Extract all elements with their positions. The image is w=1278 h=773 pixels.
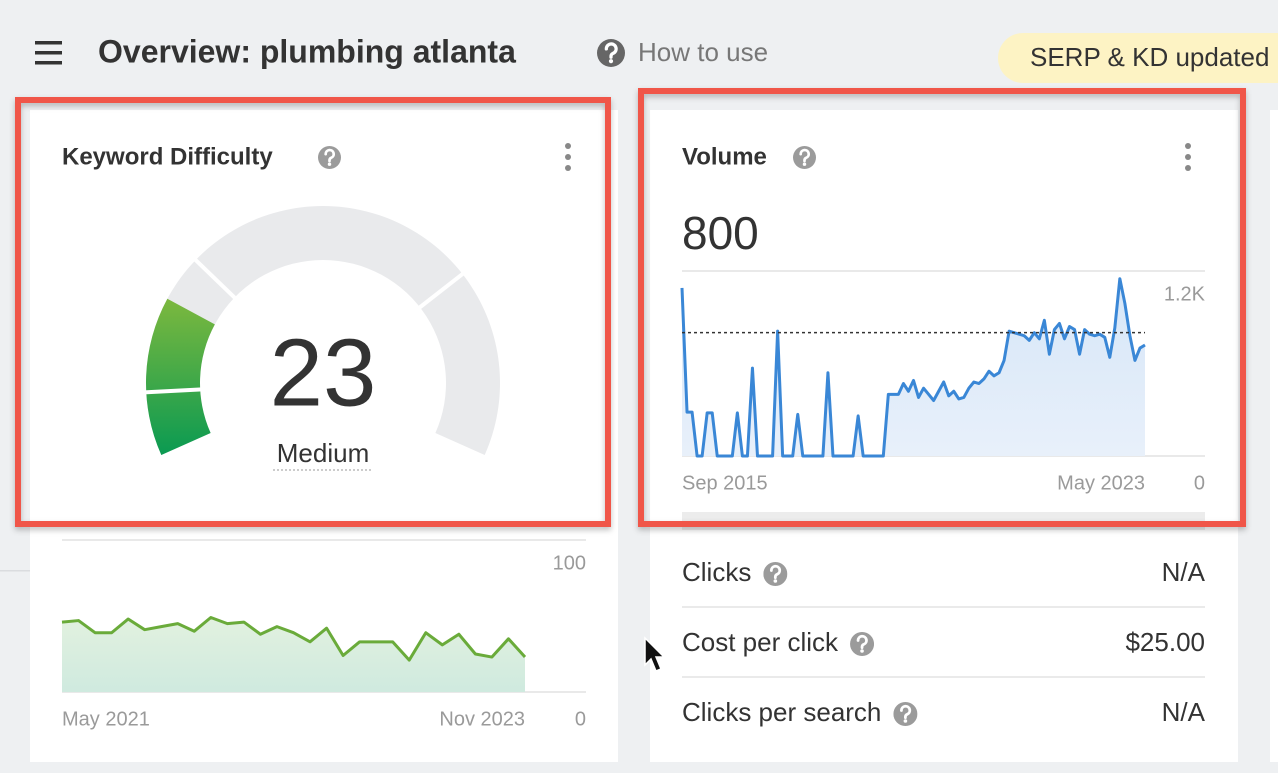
area (682, 278, 1145, 456)
card-title: Volume (682, 143, 767, 170)
gauge-fill (146, 298, 215, 455)
highlight-box (15, 97, 611, 527)
metric-value: N/A (1162, 697, 1206, 727)
metric-label: Clicks per search (682, 697, 881, 727)
metric-value: N/A (1162, 557, 1206, 587)
help-link[interactable]: How to use (638, 37, 768, 67)
help-icon[interactable] (597, 39, 625, 67)
header: Overview: plumbing atlanta How to use SE… (35, 33, 1278, 83)
y-tick-label: 1.2K (1164, 283, 1206, 305)
metric-value: $25.00 (1125, 627, 1205, 657)
badge (998, 33, 1278, 83)
help-icon[interactable] (893, 702, 918, 726)
x-axis-label: Sep 2015 (682, 472, 768, 494)
metric-label: Cost per click (682, 627, 839, 657)
volume-value: 800 (682, 207, 759, 259)
kd-level: Medium (277, 438, 369, 468)
line (680, 277, 1146, 458)
area (62, 617, 525, 692)
help-icon[interactable] (318, 146, 341, 169)
line (61, 616, 527, 662)
gauge-divider (192, 257, 238, 301)
card-edge (1270, 110, 1278, 762)
kd-history-chart: 0 100 May 2021 Nov 2023 (61, 539, 586, 730)
divider (0, 570, 30, 572)
gauge-divider (417, 271, 466, 311)
y-tick-label: 0 (575, 708, 586, 730)
help-icon[interactable] (793, 146, 816, 169)
kebab-menu[interactable] (1185, 143, 1191, 171)
y-tick-label: 100 (553, 552, 586, 574)
x-axis-label: Nov 2023 (439, 708, 525, 730)
x-axis-label: May 2021 (62, 708, 150, 730)
gauge-divider (144, 387, 203, 395)
menu-button[interactable] (35, 41, 62, 65)
highlight-box (638, 88, 1246, 527)
help-icon[interactable] (850, 632, 875, 656)
page-title: Overview: plumbing atlanta (98, 33, 516, 69)
gauge-track (146, 205, 501, 455)
gauge (144, 205, 501, 455)
metrics-list: Clicks N/A Cost per click $25.00 Clicks per … (682, 557, 1206, 727)
volume-history-chart: 0 1.2K Sep 2015 May 2023 (680, 270, 1206, 494)
help-icon[interactable] (763, 562, 788, 586)
mouse-cursor (644, 636, 666, 672)
card-title: Keyword Difficulty (62, 143, 273, 170)
y-tick-label: 0 (1194, 472, 1205, 494)
kd-score: 23 (270, 319, 377, 426)
badge-text: SERP & KD updated (1030, 42, 1269, 72)
metric-label: Clicks (682, 557, 751, 587)
kebab-menu[interactable] (565, 143, 571, 171)
x-axis-label: May 2023 (1057, 472, 1145, 494)
